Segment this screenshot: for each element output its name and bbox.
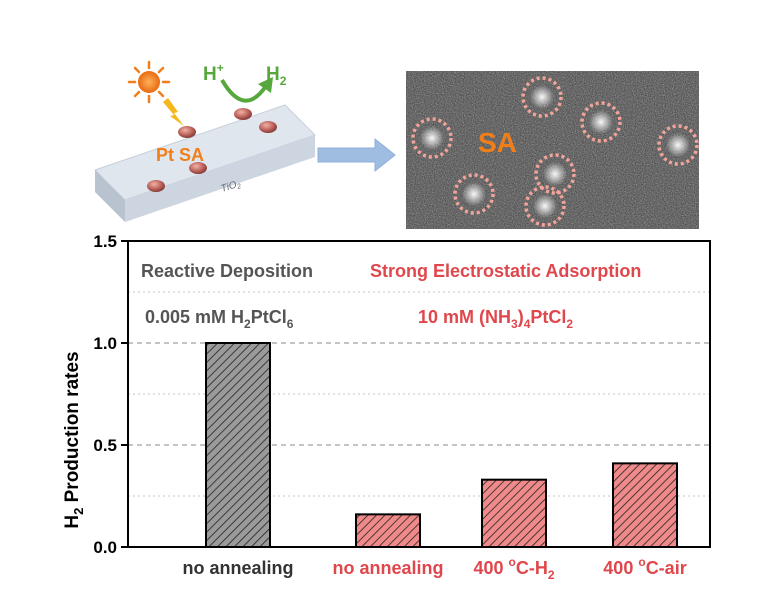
precursor-label-sea: 10 mM (NH3)4PtCl2 bbox=[418, 307, 573, 331]
slab-left-face bbox=[95, 170, 125, 222]
y-axis-label: H2 Production rates bbox=[62, 351, 86, 528]
proton-label: H+ bbox=[203, 61, 224, 85]
block-arrow-icon bbox=[317, 137, 396, 173]
bar bbox=[481, 478, 547, 548]
bar bbox=[355, 513, 421, 548]
bright-spots bbox=[420, 85, 690, 218]
x-tick-label: no annealing bbox=[182, 558, 293, 578]
x-tick-label: 400 oC-H2 bbox=[473, 555, 554, 582]
pt-single-atoms bbox=[147, 108, 277, 192]
pt-sa-label: Pt SA bbox=[156, 145, 204, 165]
bar bbox=[205, 342, 271, 548]
x-axis-labels: no annealing no annealing 400 oC-H2 400 oC-… bbox=[182, 555, 686, 582]
group-label-sea: Strong Electrostatic Adsorption bbox=[370, 261, 641, 281]
slab-front-face bbox=[125, 135, 315, 222]
bar-chart: 0.0 0.5 1.0 1.5 no annealing no annealing 400… bbox=[62, 232, 711, 582]
y-axis-ticks: 0.0 0.5 1.0 1.5 bbox=[93, 232, 128, 557]
lightning-bolt-icon bbox=[163, 98, 184, 126]
x-tick-label: 400 oC-air bbox=[603, 555, 686, 578]
precursor-label-reactive-deposition: 0.005 mM H2PtCl6 bbox=[145, 307, 294, 331]
tio2-label: TiO2 bbox=[220, 178, 243, 196]
bars bbox=[205, 342, 678, 548]
y-tick-label: 1.5 bbox=[93, 232, 117, 251]
bar bbox=[612, 462, 678, 548]
reaction-arrowhead-icon bbox=[258, 77, 273, 93]
y-tick-label: 0.0 bbox=[93, 538, 117, 557]
haadf-micrograph: SA bbox=[406, 71, 699, 229]
x-tick-label: no annealing bbox=[332, 558, 443, 578]
tio2-slab-illustration: Pt SA TiO2 bbox=[94, 104, 316, 222]
atom-circles bbox=[411, 76, 699, 227]
y-tick-label: 1.0 bbox=[93, 334, 117, 353]
micrograph-sa-label: SA bbox=[478, 127, 517, 158]
reaction-arrow-icon bbox=[220, 78, 268, 103]
sun-icon bbox=[127, 60, 171, 104]
group-label-reactive-deposition: Reactive Deposition bbox=[141, 261, 313, 281]
hydrogen-label: H2 bbox=[266, 64, 287, 88]
y-tick-label: 0.5 bbox=[93, 436, 117, 455]
